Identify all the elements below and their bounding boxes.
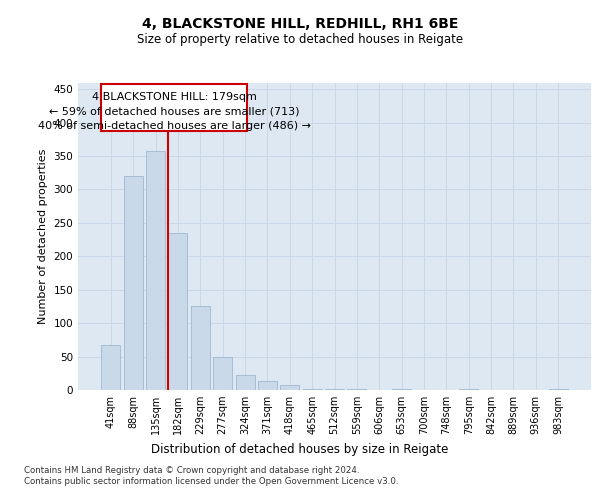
- Text: 40% of semi-detached houses are larger (486) →: 40% of semi-detached houses are larger (…: [38, 122, 311, 132]
- Text: Contains public sector information licensed under the Open Government Licence v3: Contains public sector information licen…: [24, 477, 398, 486]
- Text: ← 59% of detached houses are smaller (713): ← 59% of detached houses are smaller (71…: [49, 106, 299, 117]
- Bar: [191, 306, 210, 390]
- Text: Distribution of detached houses by size in Reigate: Distribution of detached houses by size …: [151, 442, 449, 456]
- Bar: [258, 382, 277, 390]
- Text: 4, BLACKSTONE HILL, REDHILL, RH1 6BE: 4, BLACKSTONE HILL, REDHILL, RH1 6BE: [142, 18, 458, 32]
- Bar: [146, 150, 165, 390]
- Bar: [280, 386, 299, 390]
- Bar: [124, 176, 143, 390]
- Text: Contains HM Land Registry data © Crown copyright and database right 2024.: Contains HM Land Registry data © Crown c…: [24, 466, 359, 475]
- Bar: [169, 233, 187, 390]
- Text: Size of property relative to detached houses in Reigate: Size of property relative to detached ho…: [137, 32, 463, 46]
- Bar: [302, 388, 322, 390]
- Text: 4 BLACKSTONE HILL: 179sqm: 4 BLACKSTONE HILL: 179sqm: [92, 92, 256, 102]
- Bar: [101, 345, 121, 390]
- FancyBboxPatch shape: [101, 84, 247, 132]
- Y-axis label: Number of detached properties: Number of detached properties: [38, 148, 48, 324]
- Bar: [236, 374, 254, 390]
- Bar: [213, 357, 232, 390]
